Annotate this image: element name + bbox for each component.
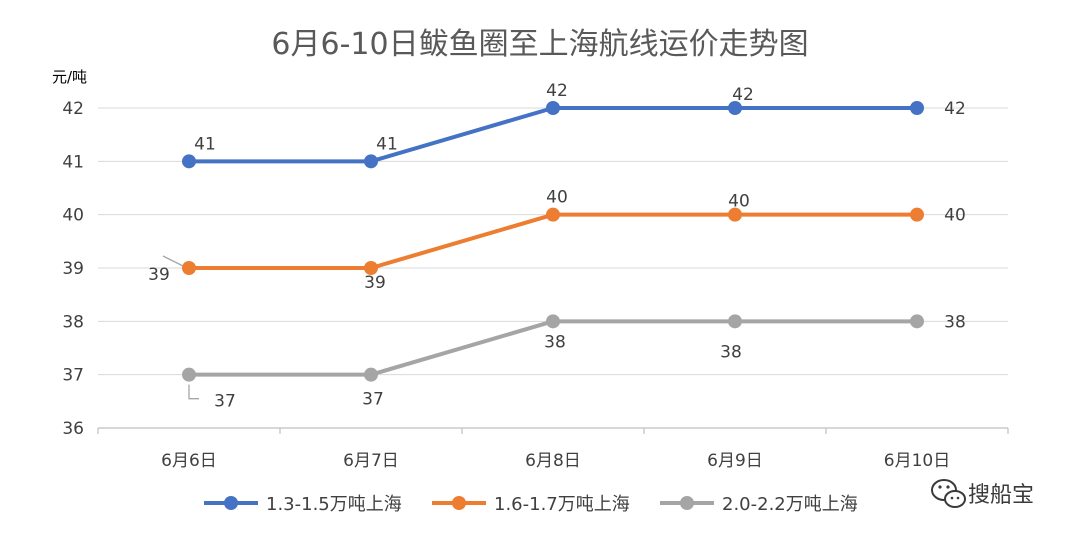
x-tick-label: 6月9日 <box>707 451 763 471</box>
data-label: 37 <box>362 390 384 410</box>
data-point <box>364 154 378 169</box>
series-3 <box>182 314 924 382</box>
data-point <box>364 261 378 275</box>
data-label: 38 <box>720 342 742 362</box>
y-tick-label: 36 <box>62 419 84 439</box>
data-point <box>546 101 560 115</box>
legend-label: 2.0-2.2万吨上海 <box>722 494 858 515</box>
data-label: 42 <box>732 85 754 105</box>
watermark-right: 搜船宝 <box>931 479 1034 508</box>
series-2 <box>182 207 924 275</box>
data-point <box>728 207 742 222</box>
y-axis-unit-label: 元/吨 <box>52 68 87 86</box>
data-label: 37 <box>214 392 236 412</box>
legend-item-3: 2.0-2.2万吨上海 <box>660 494 858 515</box>
data-label: 39 <box>148 265 170 285</box>
series-line <box>187 106 919 164</box>
data-point <box>728 101 742 115</box>
data-label: 38 <box>544 332 566 352</box>
chart-title: 6月6-10日鲅鱼圈至上海航线运价走势图 <box>271 27 808 62</box>
x-tick-label: 6月10日 <box>884 451 950 471</box>
data-point <box>182 367 196 382</box>
legend-swatch-marker <box>224 496 238 510</box>
watermark-left-text: 大数跨境 <box>52 513 128 535</box>
y-tick-label: 38 <box>62 312 84 332</box>
legend-item-1: 1.3-1.5万吨上海 <box>204 494 402 515</box>
data-labels: 41 41 42 42 42 39 39 40 40 40 37 37 38 38 38 <box>148 81 966 412</box>
weibo-icon <box>10 508 48 531</box>
data-point <box>728 314 742 329</box>
data-point <box>364 367 378 382</box>
data-label: 42 <box>944 99 966 119</box>
y-axis-ticks: 36 37 38 39 40 41 42 <box>62 99 84 439</box>
series-1 <box>182 101 924 169</box>
data-label: 41 <box>194 134 216 154</box>
data-label: 40 <box>728 192 750 212</box>
y-tick-label: 37 <box>62 366 84 386</box>
data-label: 41 <box>376 134 398 154</box>
legend-swatch-marker <box>452 496 466 510</box>
data-label: 39 <box>364 273 386 293</box>
y-tick-label: 39 <box>62 259 84 279</box>
data-point <box>182 261 196 275</box>
data-label: 38 <box>944 312 966 332</box>
x-axis: 6月6日 6月7日 6月8日 6月9日 6月10日 <box>97 427 1009 471</box>
legend: 1.3-1.5万吨上海 1.6-1.7万吨上海 2.0-2.2万吨上海 <box>204 494 858 515</box>
data-point <box>546 314 560 329</box>
y-tick-label: 41 <box>62 152 84 172</box>
leader-line <box>188 384 199 400</box>
watermark-left: 大数跨境 <box>10 508 128 535</box>
x-tick-label: 6月6日 <box>161 451 217 471</box>
data-label: 40 <box>944 206 966 226</box>
legend-label: 1.6-1.7万吨上海 <box>494 494 630 515</box>
data-point <box>910 207 924 222</box>
data-point <box>546 207 560 222</box>
data-point <box>182 154 196 169</box>
legend-item-2: 1.6-1.7万吨上海 <box>432 494 630 515</box>
x-tick-label: 6月7日 <box>343 451 399 471</box>
x-tick-label: 6月8日 <box>525 451 581 471</box>
data-label: 42 <box>546 81 568 101</box>
leader-line <box>162 255 184 267</box>
legend-swatch-marker <box>680 496 694 510</box>
watermark-right-text: 搜船宝 <box>968 483 1034 508</box>
y-tick-label: 42 <box>62 99 84 119</box>
wechat-icon <box>931 479 966 508</box>
series-layer <box>182 101 924 382</box>
legend-label: 1.3-1.5万吨上海 <box>266 494 402 515</box>
y-tick-label: 40 <box>62 206 84 226</box>
series-line <box>187 212 919 270</box>
data-point <box>910 314 924 329</box>
data-point <box>910 101 924 115</box>
data-label: 40 <box>546 188 568 208</box>
